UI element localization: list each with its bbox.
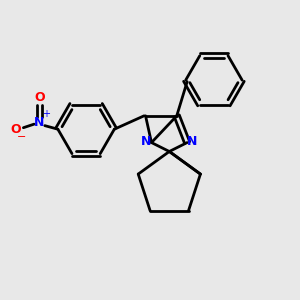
Text: N: N (187, 135, 198, 148)
Text: N: N (141, 135, 151, 148)
Text: +: + (42, 109, 50, 119)
Text: O: O (34, 91, 45, 104)
Text: N: N (34, 116, 45, 129)
Text: −: − (17, 132, 26, 142)
Text: O: O (10, 123, 21, 136)
